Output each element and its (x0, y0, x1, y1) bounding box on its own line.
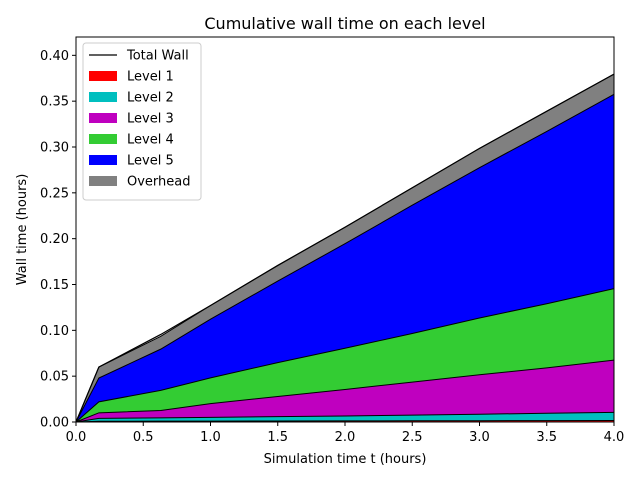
legend-label-total-wall: Total Wall (126, 49, 189, 64)
y-tick-label: 0.35 (40, 95, 69, 110)
legend-label-level-2: Level 2 (127, 91, 174, 106)
y-axis: 0.00 0.05 0.10 0.15 0.20 0.25 0.30 0.35 0.40 (40, 49, 76, 431)
plot-areas (76, 74, 614, 423)
boundary-level-1 (75, 420, 615, 423)
area-level-5 (76, 94, 614, 422)
x-tick-label: 2.0 (335, 430, 356, 445)
y-tick-label: 0.00 (40, 416, 69, 431)
legend-label-overhead: Overhead (127, 175, 191, 190)
area-level-3 (76, 360, 614, 422)
area-level-2 (76, 412, 614, 422)
y-axis-label: Wall time (hours) (15, 174, 30, 286)
y-tick-label: 0.20 (40, 232, 69, 247)
x-tick-label: 4.0 (604, 430, 625, 445)
x-tick-label: 2.5 (402, 430, 423, 445)
legend-label-level-1: Level 1 (127, 70, 174, 85)
legend-swatch-level-5 (89, 155, 117, 165)
x-axis-label: Simulation time t (hours) (264, 452, 427, 467)
legend-swatch-overhead (89, 176, 117, 186)
y-tick-label: 0.15 (40, 278, 69, 293)
y-tick-label: 0.40 (40, 49, 69, 64)
area-overhead (76, 74, 614, 423)
boundary-level-4 (75, 288, 615, 423)
legend-swatch-level-1 (89, 71, 117, 81)
area-level-4 (76, 288, 614, 422)
legend-label-level-5: Level 5 (127, 154, 174, 169)
x-axis: 0.0 0.5 1.0 1.5 2.0 2.5 3.0 3.5 4.0 (66, 422, 625, 445)
legend-label-level-3: Level 3 (127, 112, 174, 127)
boundary-level-3 (75, 359, 615, 423)
boundary-level-5 (75, 93, 615, 423)
boundary-level-2 (75, 411, 615, 423)
x-tick-label: 1.0 (200, 430, 221, 445)
legend-swatch-level-3 (89, 113, 117, 123)
legend-swatch-level-2 (89, 92, 117, 102)
plot-lines (75, 73, 615, 423)
legend-swatch-level-4 (89, 134, 117, 144)
x-tick-label: 0.0 (66, 430, 87, 445)
legend-label-level-4: Level 4 (127, 133, 174, 148)
total-wall-line (75, 73, 615, 423)
x-tick-label: 3.0 (469, 430, 490, 445)
x-tick-label: 0.5 (133, 430, 154, 445)
y-tick-label: 0.05 (40, 370, 69, 385)
x-tick-label: 3.5 (536, 430, 557, 445)
y-tick-label: 0.25 (40, 186, 69, 201)
x-tick-label: 1.5 (267, 430, 288, 445)
chart-title: Cumulative wall time on each level (204, 14, 485, 33)
legend: Total Wall Level 1 Level 2 Level 3 Level 4 Le… (82, 42, 202, 201)
y-tick-label: 0.30 (40, 141, 69, 156)
y-tick-label: 0.10 (40, 324, 69, 339)
